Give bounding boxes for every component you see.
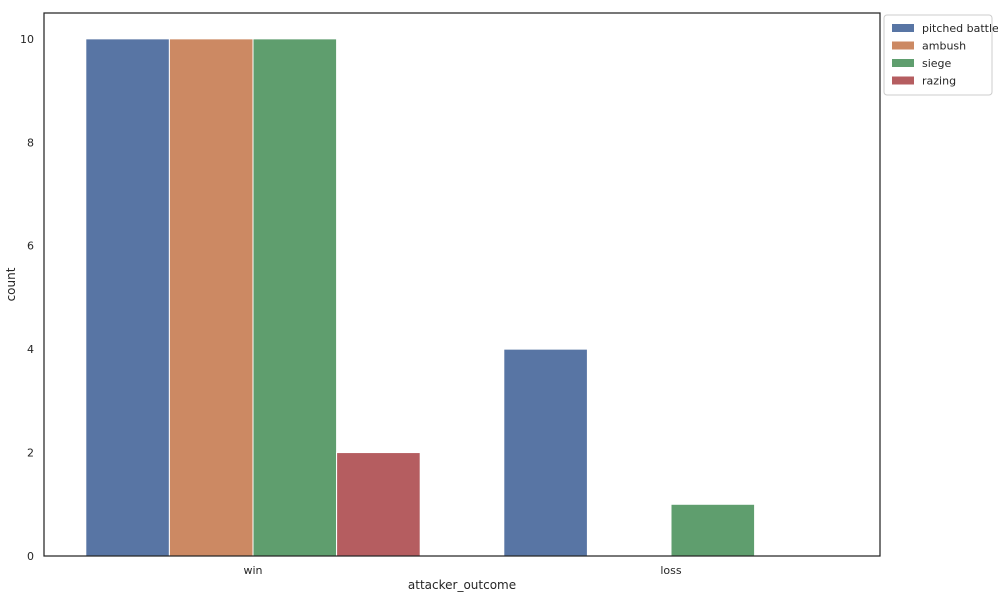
bar-siege-win bbox=[252, 38, 338, 557]
legend-label: razing bbox=[922, 75, 956, 88]
x-tick-label: win bbox=[243, 564, 262, 577]
legend-label: pitched battle bbox=[922, 22, 998, 35]
plot-frame bbox=[43, 12, 881, 557]
legend-label: ambush bbox=[922, 40, 966, 53]
x-axis-ticks: win loss bbox=[243, 564, 681, 577]
bars-group bbox=[85, 38, 756, 557]
y-tick-label: 2 bbox=[27, 447, 34, 460]
bar-razing-win bbox=[336, 452, 421, 557]
legend-swatch bbox=[892, 24, 914, 32]
y-tick-label: 4 bbox=[27, 343, 34, 356]
bar-ambush-win bbox=[168, 38, 254, 557]
legend: pitched battle ambush siege razing bbox=[883, 14, 998, 96]
legend-swatch bbox=[892, 59, 914, 67]
y-axis-ticks: 0 2 4 6 8 10 bbox=[20, 33, 34, 563]
legend-swatch bbox=[892, 76, 914, 85]
y-tick-label: 0 bbox=[27, 550, 34, 563]
x-tick-label: loss bbox=[660, 564, 682, 577]
legend-swatch bbox=[892, 41, 914, 50]
legend-label: siege bbox=[922, 57, 952, 70]
y-tick-label: 10 bbox=[20, 33, 34, 46]
bar-siege-loss bbox=[670, 503, 756, 557]
bar-pitched-battle-win bbox=[85, 38, 170, 557]
y-axis-label: count bbox=[4, 267, 18, 301]
x-axis-label: attacker_outcome bbox=[408, 578, 516, 592]
y-tick-label: 8 bbox=[27, 136, 34, 149]
legend-box bbox=[883, 14, 993, 96]
bar-pitched-battle-loss bbox=[503, 348, 588, 557]
y-tick-label: 6 bbox=[27, 240, 34, 253]
